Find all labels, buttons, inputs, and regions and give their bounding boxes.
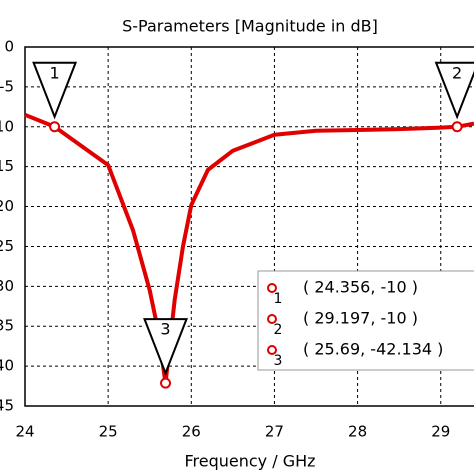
y-tick-label: -20 bbox=[0, 197, 14, 215]
legend-entry: ( 29.197, -10 ) bbox=[303, 309, 418, 328]
marker-label: 1 bbox=[50, 63, 60, 82]
x-axis-label: Frequency / GHz bbox=[184, 452, 315, 471]
marker-triangle bbox=[434, 61, 474, 120]
legend-icon bbox=[267, 345, 277, 355]
y-tick-label: -10 bbox=[0, 117, 14, 135]
marker-point bbox=[49, 121, 61, 133]
line bbox=[24, 112, 474, 386]
y-tick-label: -5 bbox=[0, 77, 14, 95]
legend-entry: ( 24.356, -10 ) bbox=[303, 278, 418, 297]
legend-icon bbox=[267, 283, 277, 293]
x-tick-label: 25 bbox=[99, 423, 118, 441]
y-tick-label: -15 bbox=[0, 157, 14, 175]
marker-point bbox=[451, 121, 463, 133]
y-tick-label: -45 bbox=[0, 397, 14, 415]
x-tick-label: 29 bbox=[431, 423, 450, 441]
x-tick-label: 27 bbox=[265, 423, 284, 441]
x-tick-label: 26 bbox=[182, 423, 201, 441]
legend-index: 3 bbox=[274, 353, 283, 369]
chart-title: S-Parameters [Magnitude in dB] bbox=[122, 17, 378, 36]
marker-label: 3 bbox=[160, 320, 170, 339]
legend-index: 1 bbox=[274, 291, 283, 307]
marker-label: 2 bbox=[452, 63, 462, 82]
legend-icon bbox=[267, 314, 277, 324]
y-tick-label: -25 bbox=[0, 237, 14, 255]
marker-triangle bbox=[32, 61, 78, 120]
y-tick-label: -30 bbox=[0, 277, 14, 295]
y-tick-label: 0 bbox=[4, 38, 14, 56]
x-tick-label: 28 bbox=[348, 423, 367, 441]
marker-triangle bbox=[143, 318, 188, 376]
y-tick-label: -35 bbox=[0, 317, 14, 335]
x-tick-label: 24 bbox=[15, 423, 34, 441]
y-tick-label: -40 bbox=[0, 357, 14, 375]
legend-index: 2 bbox=[274, 322, 283, 338]
legend-entry: ( 25.69, -42.134 ) bbox=[303, 340, 443, 359]
marker-point bbox=[160, 377, 172, 389]
legend bbox=[257, 270, 474, 371]
